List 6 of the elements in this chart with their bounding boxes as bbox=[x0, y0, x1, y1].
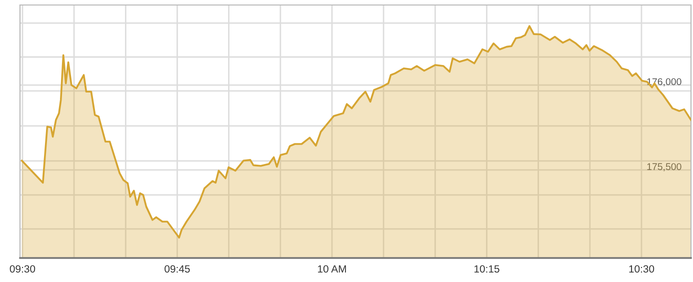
x-tick-label: 10:15 bbox=[474, 265, 500, 273]
x-tick-label: 10:30 bbox=[629, 265, 654, 273]
x-tick-label: 09:45 bbox=[164, 265, 190, 273]
x-tick-label: 10 AM bbox=[318, 265, 346, 273]
y-tick-label: 175,500 bbox=[647, 163, 682, 172]
x-tick-label: 09:30 bbox=[10, 265, 36, 273]
